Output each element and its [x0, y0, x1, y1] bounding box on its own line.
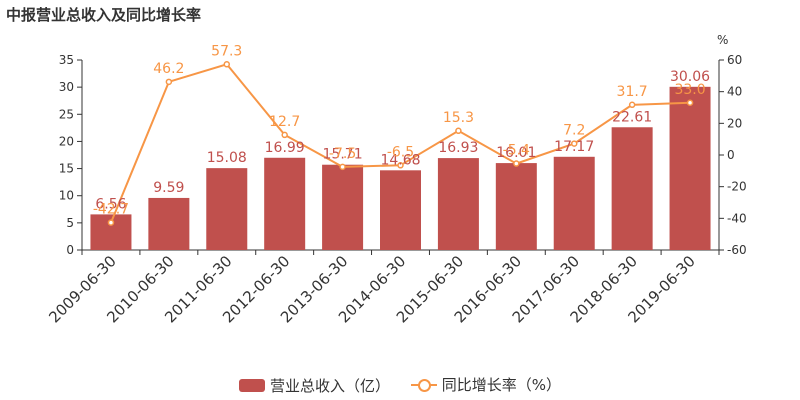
y-left-tick-label: 15 — [59, 162, 74, 176]
bar-data-label: 6.56 — [95, 196, 126, 212]
line-data-label: 15.3 — [443, 110, 474, 126]
bar-data-label: 9.59 — [153, 180, 184, 196]
line-point — [107, 219, 115, 226]
y-right-tick-label: -60 — [727, 243, 747, 257]
line-data-label: -5.4 — [503, 143, 530, 159]
line-point — [281, 131, 288, 139]
growth-line — [107, 61, 694, 226]
bar — [669, 86, 711, 251]
y-left-tick-label: 35 — [59, 53, 74, 67]
legend-line-swatch — [410, 378, 437, 392]
line-point — [455, 127, 462, 135]
line-point — [397, 162, 404, 169]
line-data-label: 57.3 — [211, 43, 242, 59]
line-point — [165, 78, 173, 86]
line-data-label: 7.2 — [563, 123, 585, 139]
y-left-tick-label: 10 — [59, 189, 74, 203]
bar-data-label: 15.71 — [323, 147, 363, 163]
bar — [322, 164, 364, 250]
bar — [380, 170, 421, 250]
y-right-tick-label: 20 — [727, 116, 742, 130]
line-data-label: -6.5 — [387, 144, 414, 160]
line-point — [513, 160, 520, 167]
bar — [264, 157, 306, 250]
legend-bar-swatch — [238, 378, 265, 392]
bar — [206, 168, 248, 250]
data-labels: 6.56 9.59 15.08 16.99 15.71 14.68 16.93 16.01 17… — [93, 43, 710, 217]
line-data-label: 46.2 — [153, 61, 184, 77]
y-right-tick-label: 60 — [727, 53, 742, 67]
line-point — [686, 99, 694, 106]
bar — [148, 197, 190, 250]
y-right-tick-label: -20 — [727, 180, 747, 194]
bar-data-label: 17.17 — [554, 139, 594, 155]
bar-data-label: 15.08 — [207, 150, 247, 166]
y-right-unit: % — [717, 33, 728, 47]
line-point — [570, 140, 578, 147]
line-point — [628, 101, 636, 109]
bar — [437, 158, 479, 250]
line-data-label: -7.5 — [329, 146, 356, 162]
line-data-label: -42.7 — [93, 202, 129, 218]
y-left-tick-label: 0 — [66, 243, 74, 257]
bar-data-label: 16.93 — [438, 140, 478, 156]
line-point — [223, 61, 231, 68]
bars — [90, 86, 711, 251]
bar-data-label: 16.01 — [496, 145, 536, 161]
legend-label-revenue: 营业总收入（亿） — [269, 376, 390, 395]
y-left-tick-label: 20 — [59, 134, 74, 148]
bar-data-label: 14.68 — [380, 152, 420, 168]
legend-label-growth: 同比增长率（%） — [441, 376, 562, 394]
y-right-tick-label: 40 — [727, 85, 742, 99]
y-right-tick-label: 0 — [727, 148, 735, 162]
bar — [611, 127, 653, 250]
bar-data-label: 16.99 — [265, 140, 305, 156]
bar-data-label: 30.06 — [670, 69, 710, 85]
bar — [553, 156, 595, 250]
legend: 营业总收入（亿） 同比增长率（%） — [0, 374, 800, 396]
line-data-label: 31.7 — [617, 84, 648, 100]
chart-title: 中报营业总收入及同比增长率 — [6, 6, 202, 24]
y-left-tick-label: 5 — [66, 216, 74, 230]
y-left-tick-label: 30 — [59, 80, 74, 94]
y-left-tick-label: 25 — [59, 107, 74, 121]
y-right-tick-label: -40 — [727, 211, 747, 225]
line-point — [339, 163, 346, 171]
bar-data-label: 22.61 — [612, 109, 652, 125]
line-data-label: 33.0 — [674, 82, 705, 98]
line-data-label: 12.7 — [269, 114, 300, 130]
legend-item-revenue[interactable]: 营业总收入（亿） — [238, 375, 390, 396]
legend-item-growth[interactable]: 同比增长率（%） — [410, 374, 562, 395]
bar — [495, 163, 537, 250]
